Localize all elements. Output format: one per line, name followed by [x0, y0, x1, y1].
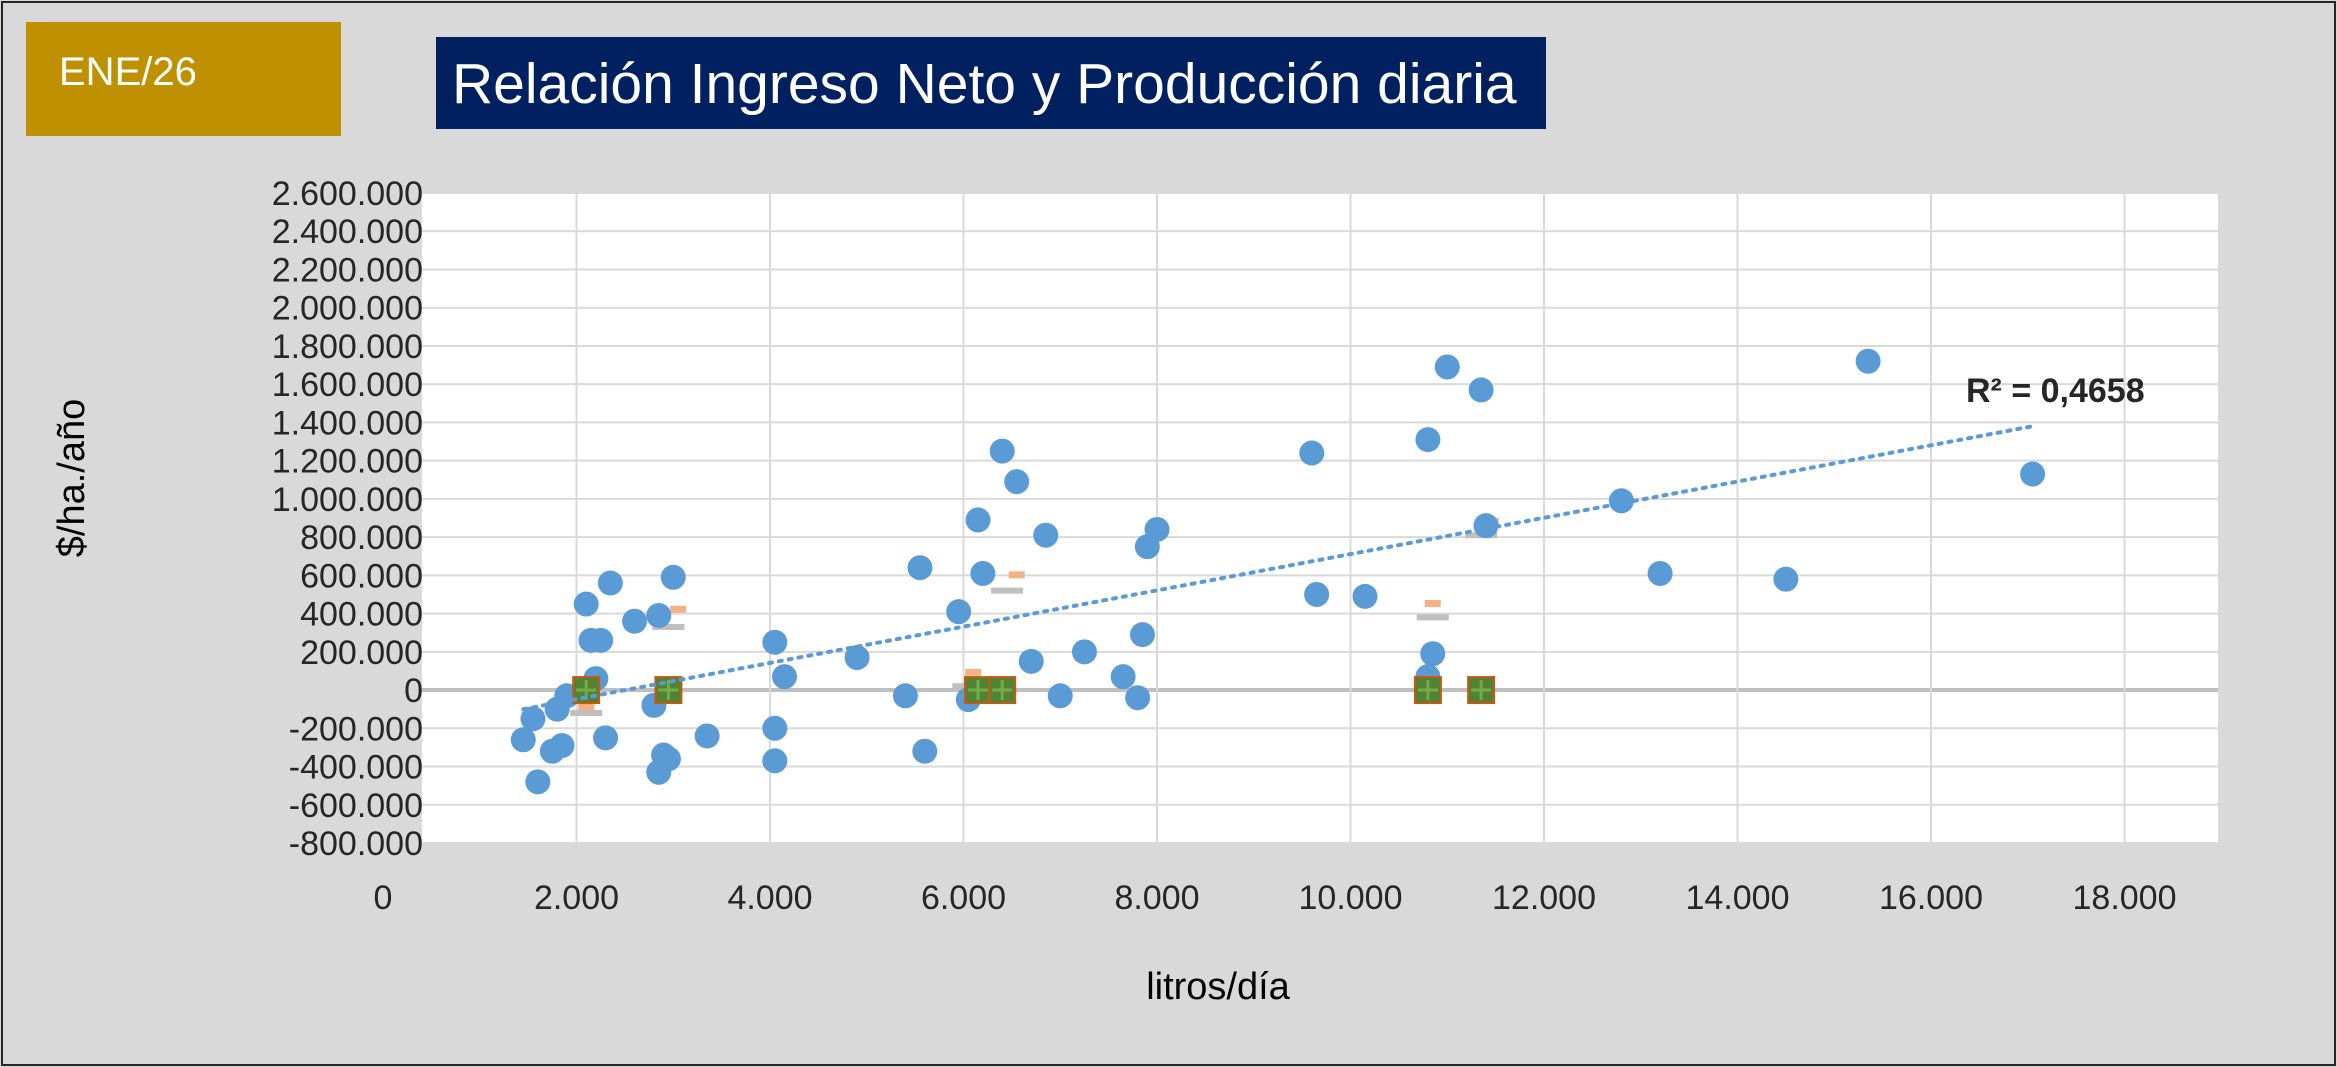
x-tick-label: 18.000	[2073, 879, 2177, 917]
series-3-marker	[991, 587, 1024, 594]
x-tick-label: 2.000	[534, 879, 619, 917]
y-tick-label: 800.000	[300, 519, 423, 557]
x-tick-label: 6.000	[921, 879, 1006, 917]
y-tick-label: 2.000.000	[272, 290, 423, 328]
data-point	[762, 629, 788, 655]
data-point	[1352, 583, 1378, 609]
y-tick-label: 1.200.000	[272, 443, 423, 481]
x-tick-label: 4.000	[727, 879, 812, 917]
y-tick-label: 2.600.000	[272, 175, 423, 213]
y-tick-label: 1.800.000	[272, 328, 423, 366]
y-tick-label: 2.200.000	[272, 251, 423, 289]
data-point	[762, 715, 788, 741]
data-point	[989, 438, 1015, 464]
data-point	[1468, 377, 1494, 403]
data-point	[1855, 348, 1881, 374]
series-2-marker	[578, 703, 595, 711]
y-tick-label: -400.000	[289, 749, 423, 787]
data-point	[946, 599, 972, 625]
x-tick-label: 10.000	[1299, 879, 1403, 917]
y-tick-label: -600.000	[289, 787, 423, 825]
y-tick-label: 1.600.000	[272, 366, 423, 404]
data-point	[1071, 639, 1097, 665]
data-point	[892, 683, 918, 709]
plot-area	[422, 193, 2218, 843]
data-point	[1415, 427, 1441, 453]
data-point	[646, 603, 672, 628]
series-3-marker	[652, 623, 685, 630]
data-point	[844, 645, 870, 671]
data-point	[1304, 581, 1330, 607]
x-axis-title: litros/día	[1146, 966, 1290, 1008]
y-tick-label: 400.000	[300, 596, 423, 634]
y-tick-label: -200.000	[289, 710, 423, 748]
data-point	[510, 727, 536, 753]
data-point	[660, 564, 686, 590]
data-point	[1047, 683, 1073, 709]
y-tick-label: 2.400.000	[272, 213, 423, 251]
y-axis-title: $/ha./año	[51, 399, 93, 557]
data-point	[525, 769, 551, 795]
date-badge-label: ENE/26	[59, 50, 197, 94]
x-tick-label: 0	[374, 879, 393, 917]
series-2-marker	[965, 668, 982, 676]
trendline	[521, 424, 2035, 712]
data-point	[1018, 648, 1044, 674]
data-point	[694, 723, 720, 749]
series-3-marker	[570, 710, 603, 716]
chart-title: Relación Ingreso Neto y Producción diari…	[452, 52, 1517, 116]
data-point	[1129, 622, 1155, 648]
y-tick-label: 0	[404, 672, 423, 710]
data-point	[573, 591, 599, 617]
data-point	[1144, 516, 1170, 542]
data-point	[1033, 522, 1059, 548]
x-tick-label: 12.000	[1492, 879, 1596, 917]
data-point	[1773, 566, 1799, 592]
y-tick-label: -800.000	[289, 825, 423, 863]
data-point	[772, 664, 798, 690]
series-2-marker	[670, 605, 687, 613]
data-point	[597, 570, 623, 596]
data-point	[588, 627, 614, 653]
x-tick-label: 16.000	[1879, 879, 1983, 917]
data-point	[907, 555, 933, 581]
data-point	[1125, 685, 1151, 711]
data-point	[1004, 469, 1030, 495]
series-2-marker	[1008, 571, 1025, 579]
data-point	[593, 725, 619, 751]
y-tick-label: 600.000	[300, 557, 423, 595]
x-tick-label: 8.000	[1114, 879, 1199, 917]
data-point	[622, 608, 648, 634]
data-point	[549, 733, 575, 758]
series-2-marker	[1424, 600, 1441, 608]
y-tick-label: 1.400.000	[272, 404, 423, 442]
x-tick-label: 14.000	[1686, 879, 1790, 917]
series-3-marker	[1416, 614, 1449, 621]
r-squared-label: R² = 0,4658	[1966, 372, 2145, 410]
data-point	[762, 748, 788, 774]
data-point	[970, 560, 996, 586]
y-tick-label: 1.000.000	[272, 481, 423, 519]
data-point	[1647, 560, 1673, 586]
data-point	[912, 738, 938, 764]
data-point	[1110, 664, 1136, 690]
date-badge: ENE/26	[26, 22, 341, 136]
y-tick-label: 200.000	[300, 634, 423, 672]
chart-title-box: Relación Ingreso Neto y Producción diari…	[436, 37, 1546, 129]
data-point	[965, 507, 991, 533]
data-point	[1608, 488, 1634, 514]
data-point	[520, 706, 546, 732]
data-point	[1420, 641, 1446, 667]
data-point	[655, 746, 681, 772]
data-point	[1434, 354, 1460, 380]
data-point	[2020, 461, 2046, 487]
data-point	[1299, 440, 1325, 466]
